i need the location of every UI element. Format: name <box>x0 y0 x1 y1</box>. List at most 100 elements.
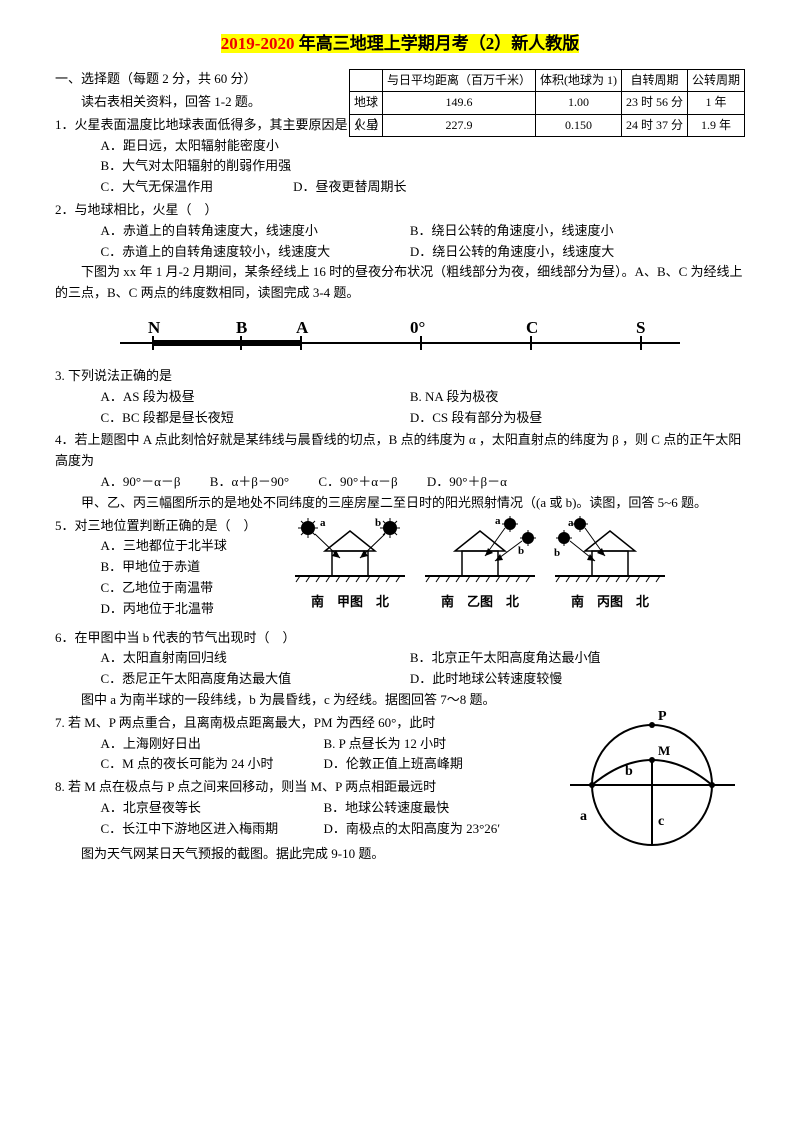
svg-text:a: a <box>320 517 326 529</box>
q8-C: C．长江中下游地区进入梅雨期 <box>101 819 324 840</box>
q3-A: A．AS 段为极昼 <box>101 387 410 408</box>
q7-B: B. P 点昼长为 12 小时 <box>323 734 546 755</box>
house-diagrams: ab 南 甲图 北 ab 南 乙图 北 <box>290 516 670 614</box>
cell: 0.150 <box>535 114 621 136</box>
number-line-diagram: N B A 0° C S <box>120 316 680 360</box>
title-rest: 年高三地理上学期月考（2）新人教版 <box>294 34 579 53</box>
th-orb: 公转周期 <box>687 70 744 92</box>
svg-text:b: b <box>375 517 381 529</box>
q7-A: A．上海刚好日出 <box>101 734 324 755</box>
q5-D: D．丙地位于北温带 <box>101 599 286 620</box>
svg-text:b: b <box>625 764 633 779</box>
q6-opts: A．太阳直射南回归线 B．北京正午太阳高度角达最小值 C．悉尼正午太阳高度角达最… <box>55 648 745 690</box>
cell: 1.00 <box>535 92 621 114</box>
svg-text:a: a <box>568 517 574 529</box>
cell: 24 时 37 分 <box>621 114 687 136</box>
q3-opts: A．AS 段为极昼 B. NA 段为极夜 C．BC 段都是昼长夜短 D．CS 段… <box>55 387 745 429</box>
q3-stem: 3. 下列说法正确的是 <box>55 366 745 387</box>
q1-D: D．昼夜更替周期长 <box>293 179 406 194</box>
q4-B: B．α＋β－90° <box>210 474 289 489</box>
q3-C: C．BC 段都是昼长夜短 <box>101 408 410 429</box>
q8-opts: A．北京昼夜等长 B．地球公转速度最快 C．长江中下游地区进入梅雨期 D．南极点… <box>55 798 565 840</box>
title-year: 2019-2020 <box>221 34 295 53</box>
q5-stem: 5．对三地位置判断正确的是（ ） <box>55 516 285 537</box>
nl-B: B <box>236 314 247 341</box>
q1-opts: A．距日远，太阳辐射能密度小 B．大气对太阳辐射的削弱作用强 C．大气无保温作用… <box>55 136 745 198</box>
cell: 1 年 <box>687 92 744 114</box>
q8-D: D．南极点的太阳高度为 23°26′ <box>323 819 546 840</box>
q1-C: C．大气无保温作用 <box>101 179 214 194</box>
q4-A: A．90°－α－β <box>101 474 181 489</box>
q8-stem: 8. 若 M 点在极点与 P 点之间来回移动，则当 M、P 两点相距最远时 <box>55 777 565 798</box>
intro-block: 一、选择题（每题 2 分，共 60 分） 读右表相关资料，回答 1-2 题。 与… <box>55 69 745 198</box>
table-row: 地球 149.6 1.00 23 时 56 分 1 年 <box>349 92 744 114</box>
q3-B: B. NA 段为极夜 <box>410 387 719 408</box>
globe-diagram-icon: P M a b c <box>570 690 735 850</box>
q6-B: B．北京正午太阳高度角达最小值 <box>410 648 719 669</box>
jia-r: 北 <box>376 594 389 609</box>
nl-C: C <box>526 314 538 341</box>
cell: 地球 <box>349 92 382 114</box>
table-row: 火星 227.9 0.150 24 时 37 分 1.9 年 <box>349 114 744 136</box>
cell: 1.9 年 <box>687 114 744 136</box>
svg-text:a: a <box>495 516 501 527</box>
q5-C: C．乙地位于南温带 <box>101 578 286 599</box>
intro-3-4: 下图为 xx 年 1 月-2 月期间，某条经线上 16 时的昼夜分布状况（粗线部… <box>55 262 745 304</box>
svg-text:b: b <box>554 547 560 559</box>
q7-stem: 7. 若 M、P 两点重合，且离南极点距离最大，PM 为西经 60°，此时 <box>55 713 565 734</box>
q5-A: A．三地都位于北半球 <box>101 536 286 557</box>
nl-N: N <box>148 314 160 341</box>
th-vol: 体积(地球为 1) <box>535 70 621 92</box>
yi-l: 南 <box>441 594 454 609</box>
q2-C: C．赤道上的自转角速度较小，线速度大 <box>101 242 410 263</box>
q3-D: D．CS 段有部分为极昼 <box>410 408 719 429</box>
page-title: 2019-2020 年高三地理上学期月考（2）新人教版 <box>55 30 745 57</box>
cell: 23 时 56 分 <box>621 92 687 114</box>
jia-cap: 甲图 <box>337 594 363 609</box>
th-blank <box>349 70 382 92</box>
jia-l: 南 <box>311 594 324 609</box>
svg-text:M: M <box>658 743 670 758</box>
q2-stem: 2．与地球相比，火星（ ） <box>55 200 745 221</box>
svg-text:c: c <box>658 814 664 829</box>
q4-stem: 4．若上题图中 A 点此刻恰好就是某纬线与晨昏线的切点，B 点的纬度为 α ，太… <box>55 430 745 472</box>
q1-B: B．大气对太阳辐射的削弱作用强 <box>101 156 746 177</box>
q5-B: B．甲地位于赤道 <box>101 557 286 578</box>
intro-5-6: 甲、乙、丙三幅图所示的是地处不同纬度的三座房屋二至日时的阳光照射情况（(a 或 … <box>55 493 745 514</box>
nl-A: A <box>296 314 308 341</box>
q6-D: D．此时地球公转速度较慢 <box>410 669 719 690</box>
intro-7-8: 图中 a 为南半球的一段纬线，b 为晨昏线，c 为经线。据图回答 7～8 题。 <box>55 690 565 711</box>
q7-C: C．M 点的夜长可能为 24 小时 <box>101 754 324 775</box>
q6-stem: 6．在甲图中当 b 代表的节气出现时（ ） <box>55 628 745 649</box>
cell: 149.6 <box>382 92 535 114</box>
q5-opts: A．三地都位于北半球 B．甲地位于赤道 C．乙地位于南温带 D．丙地位于北温带 <box>55 536 285 619</box>
bing-l: 南 <box>571 594 584 609</box>
bing-cap: 丙图 <box>597 594 623 609</box>
house-yi-icon: ab <box>420 516 540 586</box>
q2-A: A．赤道上的自转角速度大，线速度小 <box>101 221 410 242</box>
house-bing-icon: ab <box>550 516 670 586</box>
planet-table: 与日平均距离（百万千米） 体积(地球为 1) 自转周期 公转周期 地球 149.… <box>349 69 745 137</box>
q4-C: C．90°＋α－β <box>318 474 397 489</box>
q8-A: A．北京昼夜等长 <box>101 798 324 819</box>
cell: 227.9 <box>382 114 535 136</box>
q6-C: C．悉尼正午太阳高度角达最大值 <box>101 669 410 690</box>
nl-0: 0° <box>410 314 425 341</box>
yi-cap: 乙图 <box>467 594 493 609</box>
q4-opts: A．90°－α－β B．α＋β－90° C．90°＋α－β D．90°＋β－α <box>55 472 745 493</box>
svg-text:b: b <box>518 545 524 557</box>
q7-D: D．伦敦正值上班高峰期 <box>323 754 546 775</box>
table-row: 与日平均距离（百万千米） 体积(地球为 1) 自转周期 公转周期 <box>349 70 744 92</box>
nl-S: S <box>636 314 645 341</box>
bing-r: 北 <box>636 594 649 609</box>
q2-D: D．绕日公转的角速度小，线速度大 <box>410 242 719 263</box>
svg-text:P: P <box>658 709 667 724</box>
q4-D: D．90°＋β－α <box>427 474 507 489</box>
q6-A: A．太阳直射南回归线 <box>101 648 410 669</box>
q8-B: B．地球公转速度最快 <box>323 798 546 819</box>
th-rot: 自转周期 <box>621 70 687 92</box>
q7-opts: A．上海刚好日出 B. P 点昼长为 12 小时 C．M 点的夜长可能为 24 … <box>55 734 565 776</box>
svg-text:a: a <box>580 809 587 824</box>
q1-A: A．距日远，太阳辐射能密度小 <box>101 136 746 157</box>
cell: 火星 <box>349 114 382 136</box>
